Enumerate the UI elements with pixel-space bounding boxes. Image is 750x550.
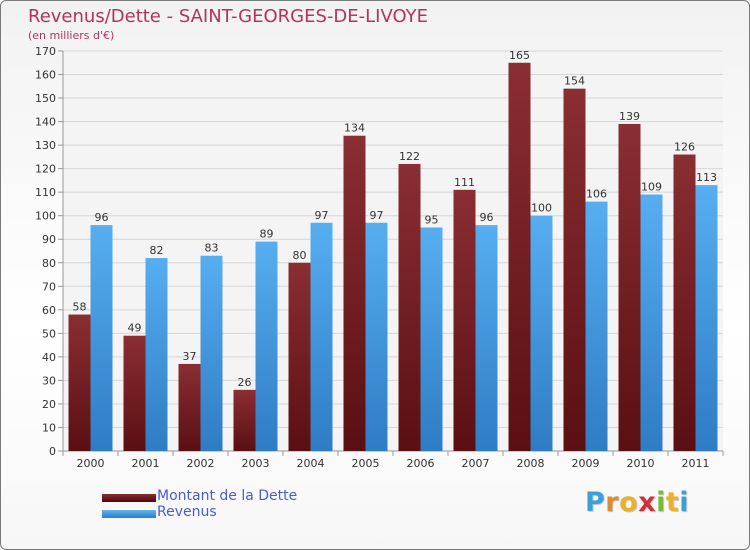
bar-dette-2006	[398, 163, 421, 452]
y-tick-label-30: 30	[42, 374, 56, 387]
legend-swatch-dette	[102, 494, 156, 502]
data-label-revenus-2008: 100	[531, 202, 552, 215]
y-tick-label-0: 0	[49, 445, 56, 458]
bar-revenus-2005	[365, 222, 388, 451]
data-label-revenus-2006: 95	[425, 213, 439, 226]
data-label-dette-2011: 126	[674, 141, 695, 154]
y-tick-label-100: 100	[35, 210, 56, 223]
bar-revenus-2010	[640, 194, 663, 451]
x-tick-label-2010: 2010	[627, 457, 655, 470]
data-label-dette-2000: 58	[73, 301, 87, 314]
y-tick-label-120: 120	[35, 163, 56, 176]
bar-dette-2008	[508, 62, 531, 451]
x-tick-label-2004: 2004	[297, 457, 325, 470]
y-tick-label-130: 130	[35, 139, 56, 152]
data-label-revenus-2003: 89	[260, 228, 274, 241]
data-label-dette-2007: 111	[454, 176, 475, 189]
data-label-dette-2006: 122	[399, 150, 420, 163]
x-tick-label-2008: 2008	[517, 457, 545, 470]
bar-revenus-2002	[200, 255, 223, 451]
y-tick-label-60: 60	[42, 304, 56, 317]
data-label-dette-2010: 139	[619, 110, 640, 123]
legend-label-dette: Montant de la Dette	[157, 488, 298, 504]
data-label-dette-2008: 165	[509, 49, 530, 62]
data-label-revenus-2010: 109	[641, 181, 662, 194]
y-tick-label-50: 50	[42, 327, 56, 340]
bar-dette-2011	[673, 154, 696, 451]
data-label-dette-2005: 134	[344, 122, 365, 135]
data-label-revenus-2005: 97	[370, 209, 384, 222]
data-label-revenus-2000: 96	[95, 211, 109, 224]
bar-dette-2005	[343, 135, 366, 452]
logo-letter: P	[585, 487, 606, 518]
bar-revenus-2001	[145, 258, 168, 451]
plot-area	[63, 51, 723, 451]
bar-revenus-2009	[585, 201, 608, 451]
bar-revenus-2007	[475, 225, 498, 451]
x-tick-label-2007: 2007	[462, 457, 490, 470]
data-label-dette-2009: 154	[564, 75, 585, 88]
x-tick-label-2009: 2009	[572, 457, 600, 470]
y-tick-label-20: 20	[42, 398, 56, 411]
logo-letter: i	[679, 487, 690, 518]
x-tick-label-2003: 2003	[242, 457, 270, 470]
x-tick-label-2005: 2005	[352, 457, 380, 470]
bar-dette-2009	[563, 88, 586, 451]
data-label-revenus-2011: 113	[696, 171, 717, 184]
data-label-revenus-2004: 97	[315, 209, 329, 222]
bar-revenus-2004	[310, 222, 333, 451]
proxiti-logo: Proxiti	[585, 487, 689, 518]
x-tick-label-2002: 2002	[187, 457, 215, 470]
y-tick-label-140: 140	[35, 116, 56, 129]
y-tick-label-90: 90	[42, 233, 56, 246]
bar-dette-2001	[123, 335, 146, 451]
y-tick-label-40: 40	[42, 351, 56, 364]
legend-label-revenus: Revenus	[157, 504, 217, 520]
logo-letter: t	[665, 487, 680, 518]
x-tick-label-2011: 2011	[682, 457, 710, 470]
bar-revenus-2011	[695, 185, 718, 451]
data-label-dette-2003: 26	[238, 376, 252, 389]
bar-dette-2010	[618, 123, 641, 452]
logo-letter: o	[619, 487, 639, 518]
bar-dette-2002	[178, 363, 201, 451]
chart-subtitle: (en milliers d'€)	[28, 29, 115, 42]
bar-dette-2004	[288, 262, 311, 451]
logo-letter: x	[638, 487, 657, 518]
logo-letter: r	[605, 487, 620, 518]
bar-dette-2000	[68, 314, 91, 451]
bar-dette-2003	[233, 389, 256, 451]
legend-swatch-revenus	[102, 510, 156, 518]
x-tick-label-2000: 2000	[77, 457, 105, 470]
y-tick-label-150: 150	[35, 92, 56, 105]
y-tick-label-80: 80	[42, 257, 56, 270]
bar-revenus-2003	[255, 241, 278, 451]
data-label-revenus-2009: 106	[586, 188, 607, 201]
x-tick-label-2006: 2006	[407, 457, 435, 470]
chart-title: Revenus/Dette - SAINT-GEORGES-DE-LIVOYE	[28, 6, 429, 27]
y-tick-label-70: 70	[42, 280, 56, 293]
data-label-revenus-2001: 82	[150, 244, 164, 257]
logo-letter: i	[656, 487, 666, 518]
y-tick-label-160: 160	[35, 69, 56, 82]
data-label-dette-2002: 37	[183, 350, 197, 363]
y-tick-label-10: 10	[42, 421, 56, 434]
bar-revenus-2000	[90, 225, 113, 451]
data-label-revenus-2007: 96	[480, 211, 494, 224]
bar-revenus-2006	[420, 227, 443, 451]
data-label-dette-2001: 49	[128, 322, 142, 335]
y-tick-label-170: 170	[35, 45, 56, 58]
data-label-revenus-2002: 83	[205, 242, 219, 255]
bar-dette-2007	[453, 189, 476, 451]
y-tick-label-110: 110	[35, 186, 56, 199]
data-label-dette-2004: 80	[293, 249, 307, 262]
x-tick-label-2001: 2001	[132, 457, 160, 470]
bar-revenus-2008	[530, 215, 553, 451]
